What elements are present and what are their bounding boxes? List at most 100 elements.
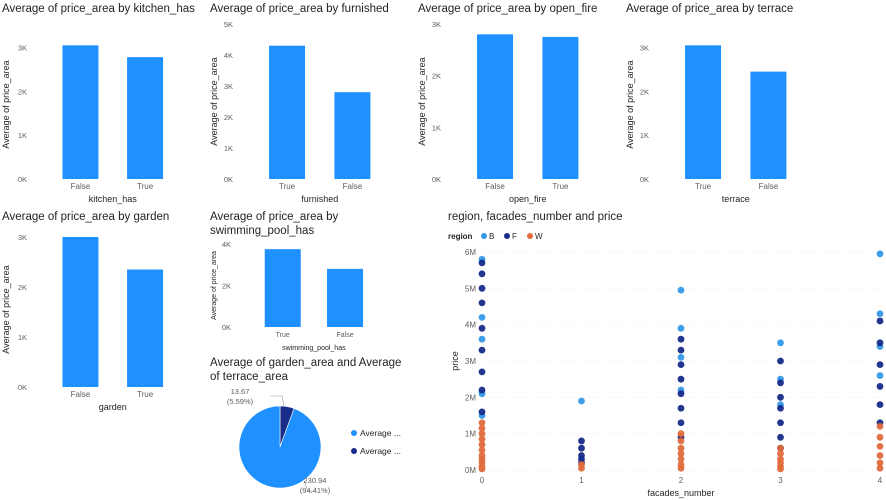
- data-label: (94.41%): [300, 486, 331, 495]
- chart-title: Average of garden_area and Average of te…: [210, 357, 402, 383]
- scatter-point: [478, 386, 486, 394]
- y-tick-label: 4M: [465, 321, 476, 330]
- bar: [685, 45, 722, 180]
- scatter-point: [876, 452, 884, 459]
- scatter-point: [876, 423, 884, 430]
- legend-marker: [351, 430, 357, 436]
- x-tick-label: True: [552, 182, 569, 191]
- scatter-point: [876, 317, 884, 325]
- scatter-point: [478, 346, 486, 354]
- legend-title: region: [448, 232, 473, 241]
- leader-line: [270, 395, 285, 407]
- y-axis-title: Average of price_area: [417, 57, 427, 145]
- scatter-point: [777, 450, 784, 458]
- scatter-point: [478, 435, 486, 443]
- scatter-point: [478, 441, 486, 448]
- scatter-point: [876, 442, 884, 450]
- scatter-point: [677, 346, 685, 354]
- bar-chart-kitchen-has: Average of price_area by kitchen_has 0K 1…: [0, 0, 205, 208]
- y-tick-label: 2K: [18, 87, 27, 96]
- scatter-point: [777, 404, 784, 412]
- x-tick-label: True: [137, 182, 154, 191]
- bar: [264, 249, 301, 327]
- scatter-point: [478, 424, 486, 432]
- scatter-point: [677, 437, 685, 445]
- legend-label: Average ...: [360, 428, 401, 438]
- y-tick-label: 1K: [224, 144, 233, 153]
- y-tick-label: 6M: [465, 248, 476, 257]
- legend-label: B: [489, 232, 494, 241]
- scatter-point: [876, 464, 884, 472]
- legend-marker: [481, 233, 487, 239]
- y-tick-label: 4K: [224, 51, 233, 60]
- bar: [269, 45, 306, 180]
- x-axis-title: garden: [99, 402, 127, 412]
- y-tick-label: 0K: [18, 175, 27, 184]
- y-axis-title: Average of price_area: [211, 251, 218, 320]
- bar-chart-svg: 0K 1K 2K 3K True False terrace Average of price…: [625, 44, 787, 204]
- y-tick-label: 3K: [640, 44, 649, 53]
- data-label: 13.67: [231, 387, 250, 396]
- scatter-point: [478, 335, 486, 343]
- y-axis-title: Average of price_area: [625, 60, 635, 148]
- scatter-point: [876, 339, 884, 347]
- legend-marker: [504, 233, 510, 239]
- x-tick-label: False: [759, 182, 779, 191]
- x-axis-title: open_fire: [509, 194, 547, 204]
- x-tick-label: True: [137, 390, 154, 399]
- scatter-point: [777, 444, 784, 452]
- chart-title: Average of price_area by terrace: [626, 3, 794, 15]
- scatter-point: [677, 390, 685, 398]
- chart-title: Average of price_area by swimming_pool_h…: [210, 211, 339, 237]
- scatter-point: [777, 357, 784, 365]
- bar: [750, 71, 787, 179]
- x-axis-title: terrace: [722, 194, 750, 204]
- scatter-chart-region-price: region, facades_number and price 0M 1M 2M 3…: [416, 208, 886, 500]
- x-tick-label: 0: [480, 476, 485, 485]
- data-label: 230.94: [304, 476, 327, 485]
- legend-marker: [351, 448, 357, 454]
- chart-title: Average of price_area by open_fire: [418, 3, 598, 15]
- scatter-point: [478, 314, 486, 321]
- y-tick-label: 0K: [222, 323, 231, 332]
- y-tick-label: 1M: [465, 430, 476, 439]
- x-tick-label: 4: [878, 476, 883, 485]
- bar-chart-svg: 0K 1K 2K 3K 4K 5K True False furnished Average of…: [209, 20, 371, 204]
- y-tick-label: 1K: [18, 131, 27, 140]
- scatter-point: [677, 353, 685, 361]
- x-tick-label: False: [336, 332, 353, 339]
- bar: [477, 34, 514, 180]
- y-tick-label: 3K: [432, 20, 441, 29]
- scatter-point: [876, 401, 884, 408]
- y-tick-label: 1K: [18, 333, 27, 342]
- y-tick-label: 2K: [224, 113, 233, 122]
- scatter-point: [578, 464, 585, 472]
- y-tick-label: 2M: [465, 393, 476, 402]
- x-tick-label: False: [485, 182, 505, 191]
- scatter-point: [478, 408, 486, 416]
- bar-chart-svg: 0K 2K 4K True False swimming_pool_has Average …: [211, 240, 364, 352]
- bar: [327, 268, 364, 327]
- scatter-point: [677, 286, 685, 294]
- scatter-point: [876, 459, 884, 467]
- scatter-point: [876, 433, 884, 441]
- chart-title: region, facades_number and price: [448, 211, 623, 223]
- scatter-point: [677, 455, 685, 463]
- bar: [62, 45, 99, 180]
- x-axis-title: facades_number: [647, 488, 714, 498]
- scatter-point: [876, 250, 884, 258]
- y-tick-label: 2K: [432, 72, 441, 81]
- scatter-point: [478, 299, 486, 307]
- scatter-point: [677, 419, 685, 427]
- data-label: (5.59%): [227, 397, 254, 406]
- legend-marker: [527, 233, 533, 239]
- scatter-point: [876, 361, 884, 369]
- scatter-point: [677, 444, 685, 452]
- scatter-point: [777, 433, 784, 441]
- y-tick-label: 2K: [18, 283, 27, 292]
- x-tick-label: 1: [579, 476, 584, 485]
- bar-chart-terrace: Average of price_area by terrace 0K 1K 2K 3…: [624, 0, 829, 208]
- bar-chart-garden: Average of price_area by garden 0K 1K 2K 3K…: [0, 208, 205, 418]
- bar: [62, 237, 99, 387]
- scatter-point: [876, 310, 884, 318]
